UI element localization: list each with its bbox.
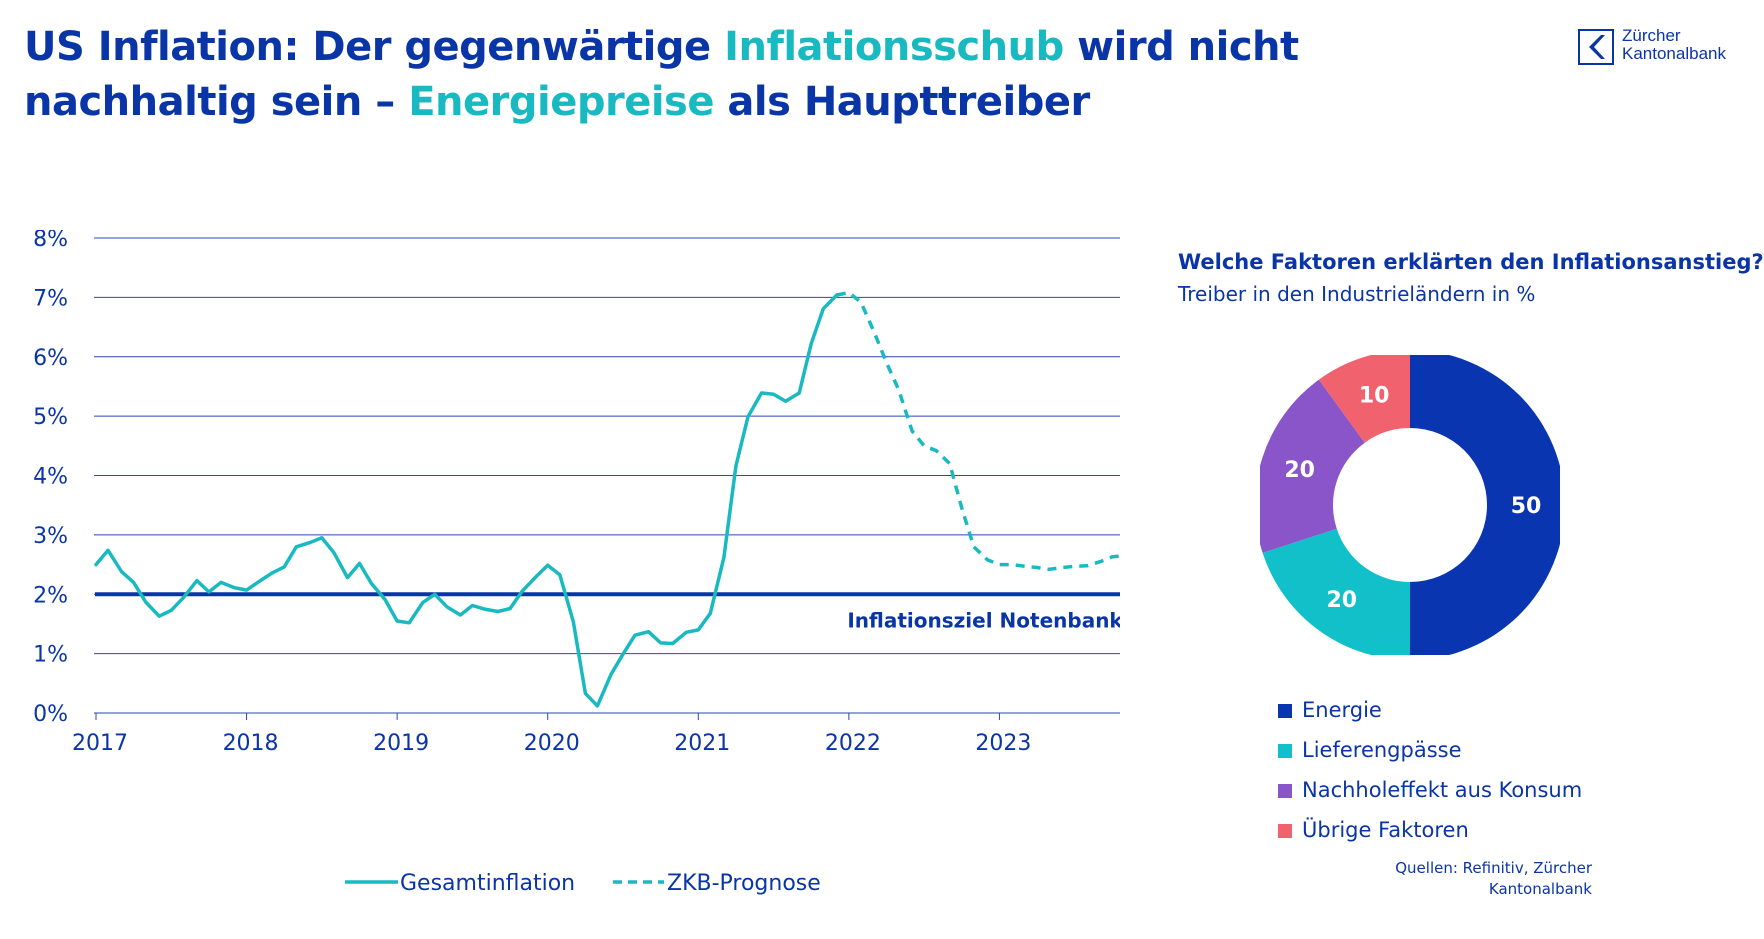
legend-label: Lieferengpässe	[1302, 738, 1462, 762]
title-part-1: US Inflation: Der gegenwärtige	[24, 24, 725, 70]
title-highlight-1: Inflationsschub	[724, 24, 1064, 70]
legend-swatch	[1278, 824, 1292, 838]
y-tick-label: 7%	[33, 286, 68, 311]
legend-label: Energie	[1302, 698, 1382, 722]
donut-label-energie: 50	[1511, 494, 1542, 519]
legend-label: Nachholeffekt aus Konsum	[1302, 778, 1583, 802]
source-line-1: Quellen: Refinitiv, Zürcher	[1395, 859, 1592, 877]
y-tick-label: 0%	[33, 702, 68, 727]
series-line-gesamtinflation	[94, 293, 839, 708]
page-title: US Inflation: Der gegenwärtige Inflation…	[24, 20, 1474, 130]
y-tick-label: 6%	[33, 346, 68, 371]
y-tick-label: 2%	[33, 583, 68, 608]
logo-mark-icon	[1578, 29, 1614, 65]
legend-swatch	[1278, 784, 1292, 798]
source-line-2: Kantonalbank	[1488, 880, 1592, 898]
legend-label-gesamtinflation: Gesamtinflation	[400, 871, 575, 896]
x-tick-label: 2022	[825, 731, 881, 756]
bank-logo: Zürcher Kantonalbank	[1578, 27, 1758, 73]
logo-line-1: Zürcher	[1622, 26, 1681, 45]
donut-label-nachholeffekt-aus-konsum: 20	[1284, 458, 1315, 483]
y-tick-label: 3%	[33, 524, 68, 549]
pie-chart-subtitle: Treiber in den Industrieländern in %	[1178, 282, 1536, 306]
pie-chart-title: Welche Faktoren erklärten den Inflations…	[1178, 250, 1764, 274]
donut-slice-energie	[1410, 355, 1560, 655]
title-part-3: als Haupttreiber	[713, 79, 1090, 125]
source-note: Quellen: Refinitiv, Zürcher Kantonalbank	[1300, 858, 1592, 900]
x-tick-label: 2019	[373, 731, 429, 756]
y-tick-label: 8%	[33, 230, 68, 252]
title-part-2: wird nicht nachhaltig sein –	[24, 24, 1299, 125]
y-tick-label: 1%	[33, 643, 68, 668]
donut-slice--brige-faktoren	[1318, 355, 1410, 443]
logo-line-2: Kantonalbank	[1622, 44, 1726, 63]
x-tick-label: 2020	[524, 731, 580, 756]
donut-slice-nachholeffekt-aus-konsum	[1260, 379, 1365, 553]
x-tick-label: 2017	[72, 731, 128, 756]
legend-swatch	[1278, 744, 1292, 758]
y-tick-label: 4%	[33, 465, 68, 490]
title-highlight-2: Energiepreise	[408, 79, 714, 125]
x-tick-label: 2021	[674, 731, 730, 756]
inflation-drivers-donut-chart: 50 20 20 10	[1260, 355, 1560, 655]
donut-label-lieferengp-sse: 20	[1327, 588, 1358, 613]
logo-text: Zürcher Kantonalbank	[1622, 27, 1726, 63]
donut-slice-lieferengp-sse	[1262, 528, 1410, 655]
donut-label--brige-faktoren: 10	[1359, 384, 1390, 409]
series-line-zkb-prognose	[836, 290, 1120, 572]
x-tick-label: 2018	[223, 731, 279, 756]
inflation-target-label: Inflationsziel Notenbanken	[847, 608, 1120, 632]
legend-label-zkb-prognose: ZKB-Prognose	[667, 871, 821, 896]
legend-swatch	[1278, 704, 1292, 718]
y-tick-label: 5%	[33, 405, 68, 430]
inflation-line-chart: 0% 1% 2% 3% 4% 5% 6% 7% 8% 2017 2018 2019 2020 2021 20…	[33, 230, 1120, 896]
x-tick-label: 2023	[975, 731, 1031, 756]
legend-label: Übrige Faktoren	[1302, 818, 1469, 842]
